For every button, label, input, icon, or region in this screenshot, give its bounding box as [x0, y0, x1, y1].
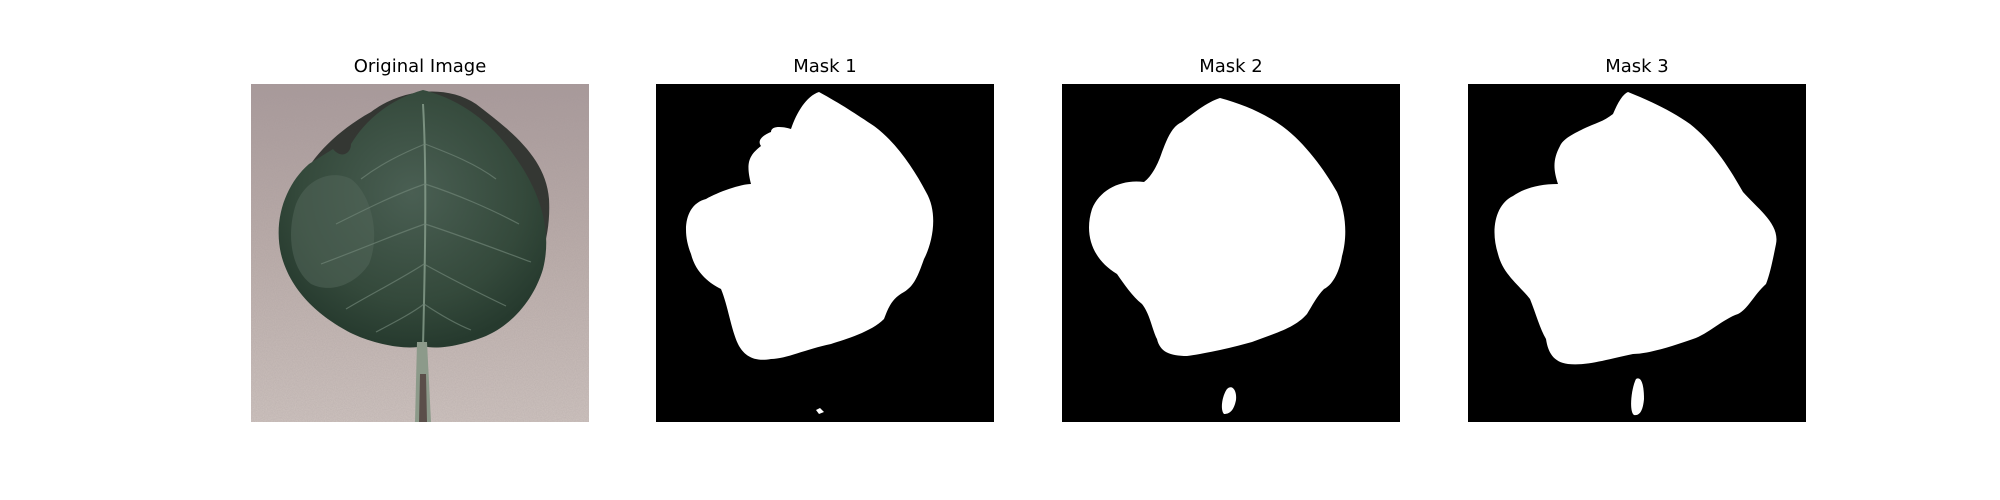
original-leaf-image	[251, 84, 589, 422]
panel-title: Mask 3	[1605, 56, 1669, 77]
panel-title: Mask 2	[1199, 56, 1263, 77]
mask-1-image	[656, 84, 994, 422]
mask-3-image	[1468, 84, 1806, 422]
panel-title: Mask 1	[793, 56, 857, 77]
mask-2-image	[1062, 84, 1400, 422]
panel-title: Original Image	[353, 56, 487, 77]
